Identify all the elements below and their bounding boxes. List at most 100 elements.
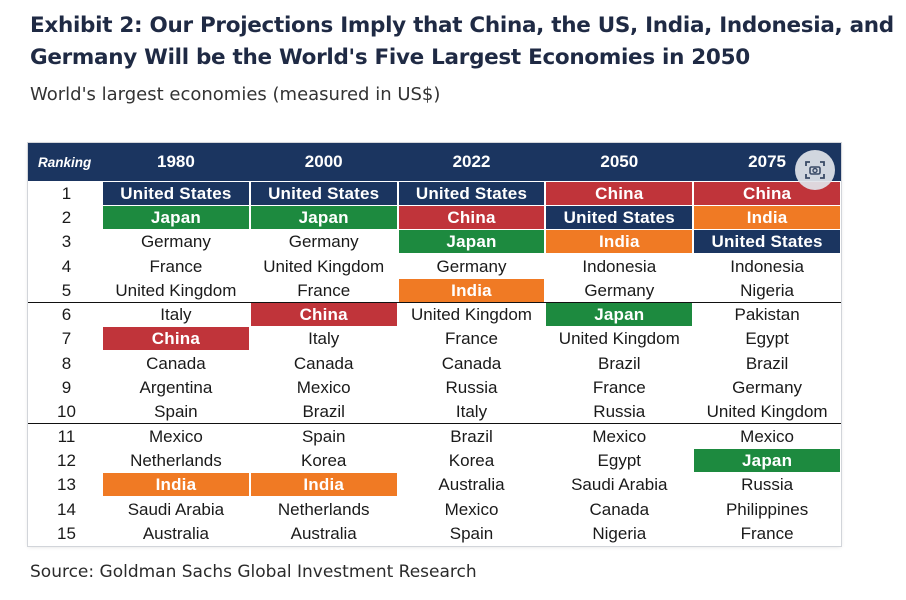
country-label: China — [694, 181, 840, 205]
country-cell: Mexico — [693, 423, 841, 449]
country-cell: Australia — [250, 521, 398, 545]
country-label: Netherlands — [277, 499, 370, 519]
country-label: Germany — [436, 256, 507, 276]
country-cell: Indonesia — [693, 254, 841, 278]
visual-search-button[interactable] — [795, 150, 835, 190]
country-label: Netherlands — [130, 450, 222, 470]
country-cell: Japan — [250, 205, 398, 229]
country-cell: United Kingdom — [397, 301, 546, 327]
table-row: 9 Argentina Mexico Russia France Germany — [28, 375, 841, 399]
country-cell: Japan — [545, 301, 694, 327]
country-cell: France — [398, 327, 546, 351]
country-cell: Brazil — [250, 400, 398, 424]
table-row: 3 Germany Germany Japan India United States — [28, 230, 841, 254]
country-cell: India — [545, 230, 693, 254]
country-cell: Korea — [398, 448, 546, 472]
country-cell: Mexico — [545, 423, 694, 449]
country-label: France — [592, 378, 646, 398]
country-label: China — [398, 205, 545, 229]
country-label: Mexico — [444, 499, 499, 519]
country-label: Germany — [584, 280, 655, 300]
country-label: Indonesia — [582, 256, 657, 276]
country-label: United Kingdom — [558, 329, 680, 349]
country-label: Canada — [293, 353, 354, 373]
table-row: 2 Japan Japan China United States India — [28, 205, 841, 229]
country-label: United States — [694, 230, 840, 254]
country-cell: Mexico — [398, 497, 546, 521]
country-cell: Japan — [693, 448, 841, 472]
country-label: India — [546, 230, 693, 254]
country-label: Italy — [455, 402, 488, 422]
column-header: Ranking — [38, 154, 92, 170]
country-cell: Saudi Arabia — [102, 497, 250, 521]
camera-scan-icon — [805, 161, 825, 179]
rank-cell: 6 — [28, 301, 102, 327]
country-label: Philippines — [725, 499, 809, 519]
table-row: 13 India India Australia Saudi Arabia Russia — [28, 473, 841, 497]
country-label: Pakistan — [734, 305, 800, 325]
country-cell: Russia — [398, 375, 546, 399]
country-label: Spain — [301, 426, 346, 446]
country-cell: Pakistan — [693, 301, 841, 327]
rank-cell: 9 — [61, 378, 72, 398]
country-cell: Italy — [250, 327, 398, 351]
country-label: Australia — [142, 523, 209, 543]
country-label: France — [445, 329, 498, 349]
country-label: Germany — [140, 232, 211, 252]
country-cell: Egypt — [693, 327, 841, 351]
country-label: Spain — [154, 402, 198, 422]
country-label: India — [250, 473, 397, 497]
country-label: Russia — [593, 402, 646, 422]
country-cell: Russia — [545, 400, 693, 424]
country-cell: Germany — [102, 230, 250, 254]
country-label: United States — [546, 205, 693, 229]
country-label: France — [740, 523, 794, 543]
country-label: Indonesia — [730, 256, 804, 276]
country-label: Italy — [308, 329, 340, 349]
table-row: 1 United States United States United States… — [28, 181, 841, 205]
country-label: Canada — [146, 353, 206, 373]
table-body: 1 United States United States United States… — [28, 181, 841, 545]
country-cell: France — [693, 521, 841, 545]
country-label: Nigeria — [740, 280, 795, 300]
table-row: 5 United Kingdom France India Germany Nigeria — [28, 278, 841, 302]
country-label: Mexico — [296, 378, 351, 398]
rank-cell: 5 — [61, 280, 72, 300]
country-cell: France — [250, 278, 398, 302]
country-label: United States — [250, 181, 397, 205]
table-row: 15 Australia Australia Spain Nigeria France — [28, 521, 841, 545]
country-cell: Brazil — [397, 423, 546, 449]
country-label: Brazil — [598, 353, 641, 373]
country-label: India — [103, 473, 249, 497]
rank-cell: 3 — [61, 232, 72, 252]
country-cell: Canada — [250, 351, 398, 375]
country-label: China — [103, 327, 249, 351]
country-cell: India — [250, 473, 398, 497]
country-cell: Argentina — [102, 375, 250, 399]
country-label: Saudi Arabia — [127, 499, 225, 519]
column-header: 2000 — [304, 152, 343, 171]
country-cell: Italy — [102, 301, 250, 327]
country-label: France — [297, 280, 351, 300]
country-label: Brazil — [450, 426, 493, 446]
rank-cell: 13 — [57, 475, 76, 495]
country-label: Korea — [448, 450, 495, 470]
country-cell: Brazil — [545, 351, 693, 375]
country-cell: Nigeria — [693, 278, 841, 302]
country-label: United States — [103, 181, 249, 205]
country-cell: France — [102, 254, 250, 278]
country-cell: Netherlands — [102, 448, 250, 472]
country-cell: Spain — [249, 423, 398, 449]
column-header: 1980 — [156, 152, 195, 171]
table-row: 12 Netherlands Korea Korea Egypt Japan — [28, 448, 841, 472]
page-subtitle: World's largest economies (measured in U… — [30, 84, 441, 105]
country-cell: Germany — [250, 230, 398, 254]
country-cell: Japan — [398, 230, 546, 254]
rank-cell: 14 — [57, 499, 76, 519]
country-cell: Mexico — [250, 375, 398, 399]
country-label: Russia — [741, 475, 794, 495]
country-cell: Canada — [102, 351, 250, 375]
country-cell: Australia — [398, 473, 546, 497]
table-row: 4 France United Kingdom Germany Indonesia Ind… — [28, 254, 841, 278]
country-cell: United Kingdom — [545, 327, 693, 351]
